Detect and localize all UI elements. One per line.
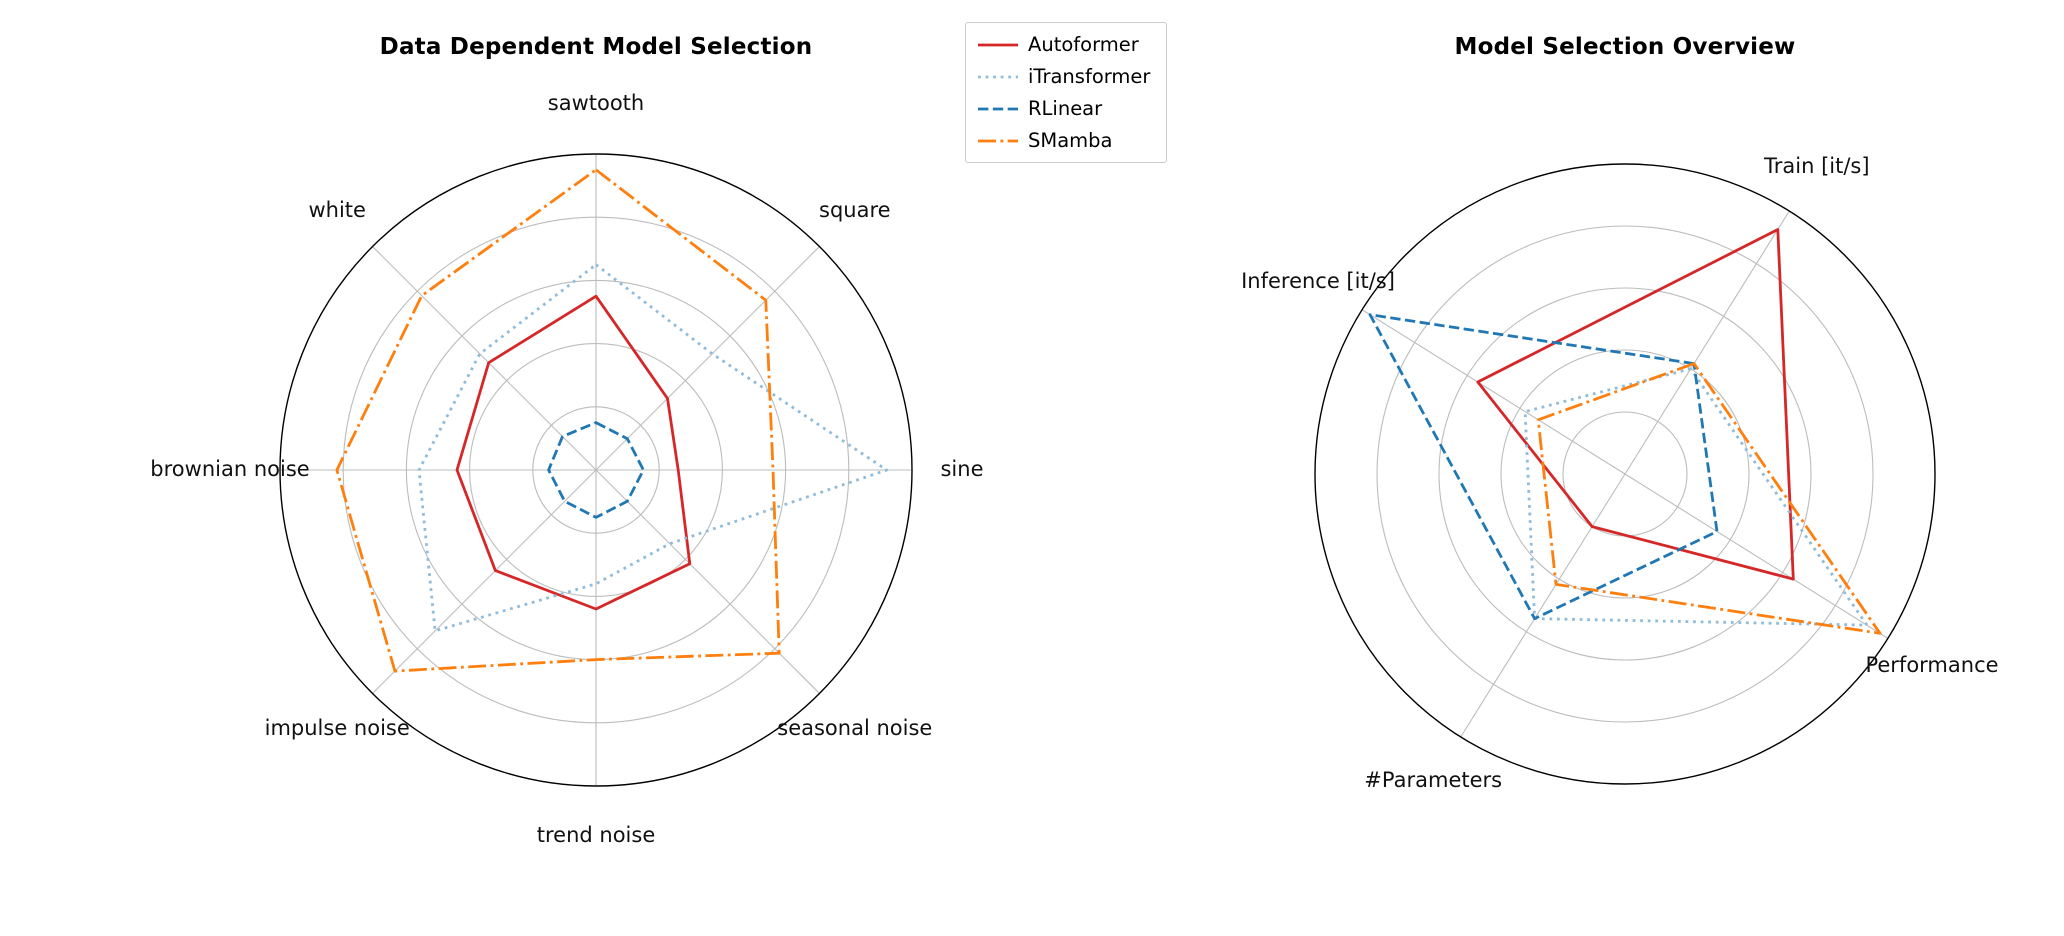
series-autoformer [1476, 228, 1795, 581]
right-chart-title: Model Selection Overview [1454, 34, 1796, 60]
left-chart-title: Data Dependent Model Selection [379, 34, 813, 60]
legend-line-dashdot-icon [978, 139, 1018, 142]
axis-label-performance: Performance [1865, 653, 1998, 677]
legend-line-solid-icon [978, 43, 1018, 46]
legend-item-rlinear: RLinear [978, 97, 1150, 120]
legend-label: SMamba [1028, 129, 1113, 152]
axis-spoke [1361, 309, 1626, 475]
legend-label: iTransformer [1028, 65, 1151, 88]
series-rlinear [547, 421, 645, 519]
axis-spoke [595, 469, 820, 694]
legend-line-dashed-icon [978, 107, 1018, 110]
legend-item-itransformer: iTransformer [978, 65, 1150, 88]
axis-label-parameters: #Parameters [1364, 768, 1502, 792]
axis-spoke [595, 246, 820, 471]
series-itransformer [417, 263, 889, 633]
legend-label: RLinear [1028, 97, 1103, 120]
axis-spoke [1460, 473, 1626, 738]
axis-label-inference-it-s: Inference [it/s] [1241, 269, 1395, 293]
axis-spoke [372, 469, 597, 694]
axis-label-trend-noise: trend noise [537, 823, 656, 847]
legend-label: Autoformer [1028, 33, 1139, 56]
radar-model-selection-overview: Train [it/s] Inference [it/s] #Parameters P… [1241, 154, 1998, 792]
axis-label-brownian-noise: brownian noise [150, 457, 309, 481]
series-rlinear [1368, 313, 1719, 620]
axis-label-square: square [819, 198, 891, 222]
axis-label-sawtooth: sawtooth [548, 91, 644, 115]
outer-boundary [279, 153, 913, 787]
axis-label-train-it-s: Train [it/s] [1763, 154, 1870, 178]
legend-item-autoformer: Autoformer [978, 33, 1150, 56]
legend: Autoformer iTransformer RLinear SMamba [965, 22, 1168, 163]
grid-ring [1376, 225, 1874, 723]
axis-label-sine: sine [940, 457, 983, 481]
series-smamba [1536, 362, 1882, 635]
outer-boundary [1314, 163, 1936, 785]
axis-spoke [1624, 473, 1889, 639]
axis-spoke [1624, 210, 1790, 475]
axis-label-impulse-noise: impulse noise [265, 716, 410, 740]
grid-ring [1438, 287, 1812, 661]
grid-ring [1500, 349, 1750, 599]
series-smamba [335, 168, 781, 673]
axis-label-seasonal-noise: seasonal noise [777, 716, 932, 740]
legend-item-smamba: SMamba [978, 129, 1150, 152]
axis-spoke [372, 246, 597, 471]
radar-data-dependent-model-selection: sawtooth square sine seasonal noise trend no… [150, 91, 983, 847]
axis-label-white: white [308, 198, 365, 222]
series-autoformer [455, 294, 692, 611]
legend-line-dotted-icon [978, 75, 1018, 78]
